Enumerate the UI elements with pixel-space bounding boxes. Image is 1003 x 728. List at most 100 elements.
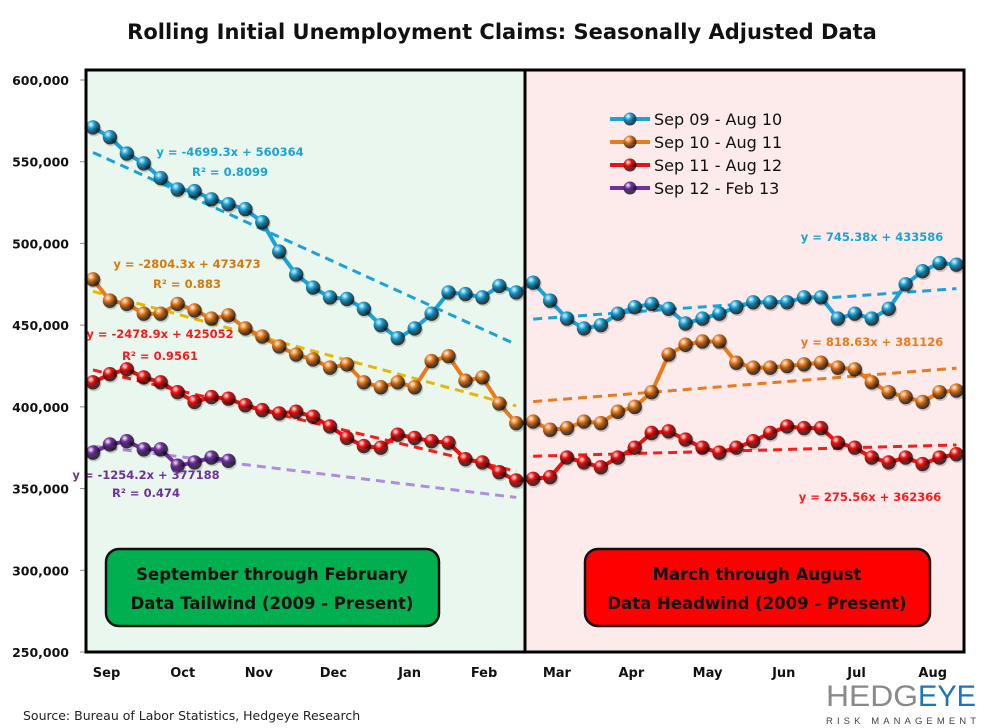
data-point (85, 272, 101, 287)
x-tick-label: Aug (918, 666, 947, 681)
data-point (661, 301, 676, 316)
data-point (102, 130, 118, 145)
data-point (610, 306, 626, 321)
data-point (187, 183, 202, 199)
data-point (322, 290, 338, 305)
data-point (678, 337, 693, 352)
data-point (678, 432, 693, 447)
data-point (932, 450, 947, 465)
data-point (356, 301, 372, 316)
data-point (881, 301, 896, 316)
data-point (559, 420, 575, 436)
data-point (204, 192, 219, 207)
data-point (102, 293, 118, 308)
data-point (204, 389, 219, 405)
data-point (119, 296, 135, 312)
data-point (305, 280, 321, 295)
data-point (119, 433, 135, 449)
data-point (153, 170, 168, 186)
data-point (153, 375, 168, 390)
data-point (729, 440, 744, 455)
data-point (272, 339, 287, 354)
trendline-r2: R² = 0.8099 (192, 165, 268, 179)
data-point (949, 257, 964, 272)
data-point (356, 375, 372, 390)
data-point (779, 419, 795, 434)
data-point (898, 450, 913, 465)
x-tick-label: Jun (771, 666, 795, 681)
data-point (949, 383, 964, 398)
x-tick-label: Mar (543, 666, 572, 681)
data-point (119, 362, 135, 377)
data-point (221, 453, 236, 468)
data-point (85, 445, 101, 460)
data-point (796, 420, 812, 436)
y-tick-label: 400,000 (12, 400, 69, 415)
data-point (238, 201, 253, 217)
data-point (712, 334, 727, 349)
data-point (915, 394, 930, 410)
data-point (339, 430, 355, 446)
data-point (695, 334, 710, 349)
data-point (864, 311, 879, 326)
data-point (390, 331, 405, 346)
trendline-r2: R² = 0.883 (153, 277, 221, 291)
data-point (542, 293, 558, 308)
legend-item: Sep 10 - Aug 11 (610, 133, 782, 152)
data-point (525, 275, 541, 290)
trendline-equation: y = 818.63x + 381126 (801, 335, 944, 349)
data-point (695, 311, 710, 326)
data-point (288, 347, 304, 362)
data-point (424, 353, 439, 369)
source-note: Source: Bureau of Labor Statistics, Hedg… (23, 708, 360, 723)
data-point (627, 399, 642, 415)
data-point (238, 398, 253, 413)
data-point (813, 290, 829, 305)
svg-text:HEDG: HEDG (826, 680, 918, 713)
data-point (830, 360, 846, 375)
y-tick-label: 450,000 (12, 318, 69, 333)
trendline-equation: y = -2478.9x + 425052 (86, 327, 233, 341)
data-point (593, 317, 609, 333)
data-point (746, 433, 761, 449)
y-tick-label: 550,000 (12, 155, 69, 170)
legend-label: Sep 10 - Aug 11 (654, 133, 782, 152)
data-point (492, 465, 507, 480)
trendline-equation: y = -2804.3x + 473473 (113, 257, 260, 271)
data-point (627, 299, 642, 315)
data-point (932, 384, 947, 400)
legend-swatch-marker (623, 135, 637, 149)
data-point (255, 214, 270, 230)
data-point (187, 394, 202, 410)
data-point (864, 375, 879, 390)
data-point (729, 299, 744, 315)
data-point (813, 420, 829, 436)
data-point (288, 404, 304, 419)
y-tick-label: 500,000 (12, 236, 69, 251)
data-point (525, 414, 541, 429)
data-point (779, 358, 795, 374)
data-point (763, 360, 778, 375)
data-point (779, 295, 795, 310)
legend: Sep 09 - Aug 10 Sep 10 - Aug 11 Sep 11 - A… (610, 110, 782, 198)
data-point (881, 384, 896, 400)
data-point (221, 197, 236, 212)
series-group (85, 120, 965, 490)
legend-swatch-marker (623, 158, 637, 172)
trendline-equation: y = 275.56x + 362366 (799, 490, 942, 504)
x-tick-label: Jan (397, 666, 421, 681)
svg-text:RISK MANAGEMENT: RISK MANAGEMENT (826, 716, 976, 727)
headwind-line2: Data Headwind (2009 - Present) (607, 594, 906, 613)
trendline-equations: y = -4699.3x + 560364 R² = 0.8099 y = -280… (72, 145, 943, 504)
x-tick-label: Apr (618, 666, 644, 681)
data-point (610, 450, 626, 465)
x-axis: Sep Oct Nov Dec Jan Feb Mar Apr May Jun Jul Aug (93, 666, 947, 681)
legend-item: Sep 12 - Feb 13 (610, 179, 779, 198)
data-point (238, 321, 253, 336)
legend-label: Sep 09 - Aug 10 (654, 110, 782, 129)
data-point (881, 455, 896, 470)
x-tick-label: Dec (320, 666, 347, 681)
data-point (593, 416, 609, 431)
data-point (661, 347, 676, 362)
data-point (458, 451, 473, 467)
